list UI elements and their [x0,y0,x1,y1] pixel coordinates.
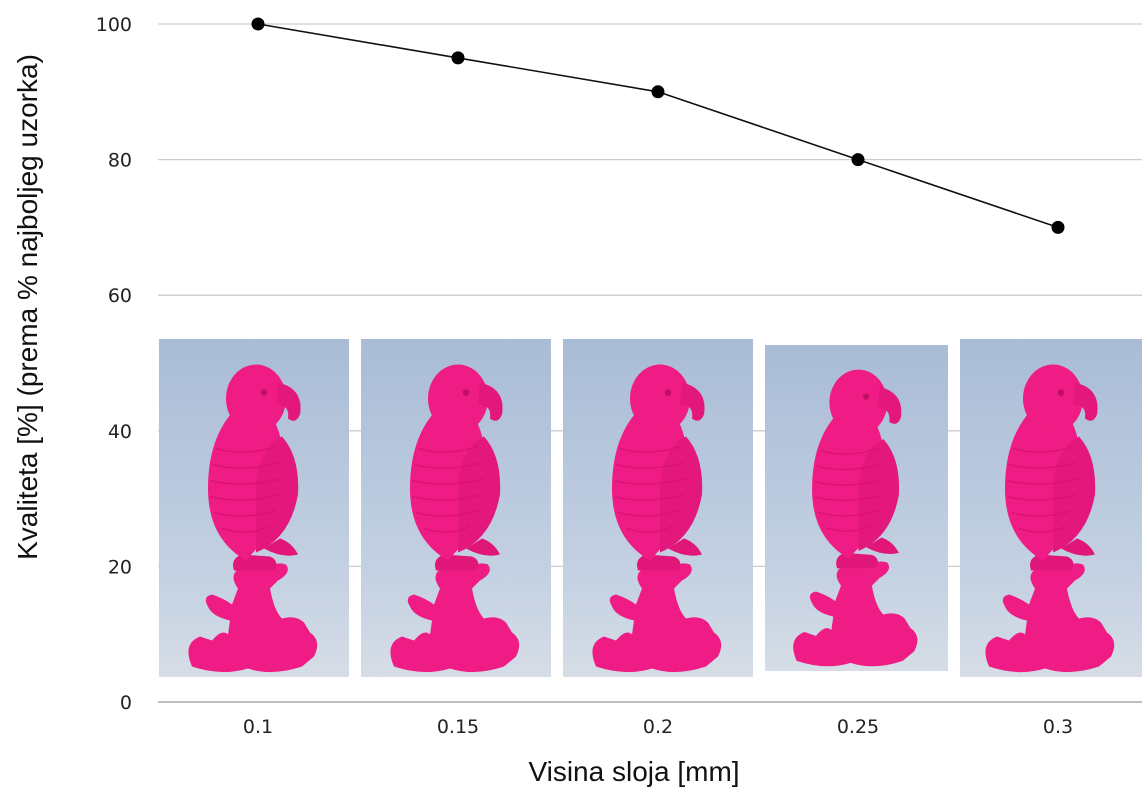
pink-3d-printed-parrot-photo [159,339,349,677]
y-tick-label: 60 [108,285,132,307]
x-tick-label: 0.15 [437,716,479,738]
y-tick-label: 20 [108,556,132,578]
x-tick-labels: 0.1 0.15 0.2 0.25 0.3 [243,716,1073,738]
series-group [251,17,1065,234]
x-tick-label: 0.25 [837,716,879,738]
data-point [1051,220,1065,234]
x-tick-label: 0.1 [243,716,273,738]
x-tick-label: 0.3 [1043,716,1073,738]
x-axis-title: Visina sloja [mm] [528,756,739,787]
data-point [251,17,265,31]
series-line [257,23,1059,229]
y-tick-label: 100 [96,14,132,36]
y-tick-labels: 0 20 40 60 80 100 [96,14,132,714]
pink-3d-printed-parrot-photo [563,339,753,677]
y-axis-title: Kvaliteta [%] (prema % najboljeg uzorka) [12,54,43,560]
x-tick-label: 0.2 [643,716,673,738]
y-tick-label: 80 [108,150,132,172]
data-point [451,51,465,65]
y-tick-label: 40 [108,421,132,443]
y-tick-label: 0 [120,692,132,714]
data-point [851,153,865,167]
pink-3d-printed-parrot-photo [361,339,551,677]
pink-3d-printed-parrot-photo [765,345,948,671]
data-point [651,85,665,99]
photo-strip [159,339,1142,677]
pink-3d-printed-parrot-photo [960,339,1142,677]
